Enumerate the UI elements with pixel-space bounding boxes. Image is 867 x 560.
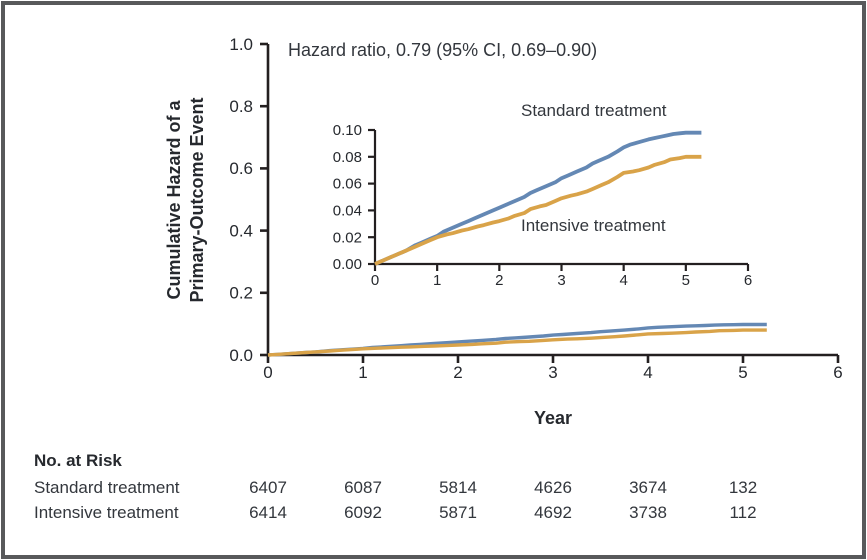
inset-y-tick-label: 0.08 xyxy=(333,149,362,166)
main-x-tick-label: 0 xyxy=(263,363,272,382)
hazard-ratio-annotation: Hazard ratio, 0.79 (95% CI, 0.69–0.90) xyxy=(288,40,598,60)
risk-value: 112 xyxy=(729,503,757,522)
y-axis-title-line1: Cumulative Hazard of a xyxy=(164,100,184,300)
main-y-tick-label: 1.0 xyxy=(229,35,253,54)
inset-x-tick-label: 1 xyxy=(433,272,441,289)
inset-x-tick-label: 6 xyxy=(744,272,752,289)
main-x-tick-label: 2 xyxy=(453,363,462,382)
main-x-tick-label: 6 xyxy=(833,363,842,382)
x-axis-title: Year xyxy=(533,408,573,428)
risk-value: 4626 xyxy=(534,478,572,497)
main-y-tick-label: 0.4 xyxy=(229,221,253,240)
y-axis-title-line2: Primary-Outcome Event xyxy=(187,97,207,303)
inset-y-tick-label: 0.00 xyxy=(333,256,362,273)
risk-row-label-intensive: Intensive treatment xyxy=(34,503,179,522)
main-curve-intensive-treatment xyxy=(267,328,767,357)
y-axis-title: Cumulative Hazard of a Primary-Outcome E… xyxy=(163,60,209,340)
main-x-tick-label: 5 xyxy=(738,363,747,382)
inset-curve-intensive-treatment xyxy=(374,154,702,266)
main-y-tick-label: 0.0 xyxy=(229,346,253,365)
main-y-tick-label: 0.8 xyxy=(229,97,253,116)
risk-row-label-standard: Standard treatment xyxy=(34,478,180,497)
inset-y-tick-label: 0.06 xyxy=(333,176,362,193)
main-y-tick-label: 0.2 xyxy=(229,284,253,303)
inset-y-tick-label: 0.10 xyxy=(333,122,362,139)
main-x-tick-label: 3 xyxy=(548,363,557,382)
main-x-tick-label: 4 xyxy=(643,363,652,382)
risk-value: 6092 xyxy=(344,503,382,522)
main-axes xyxy=(266,44,838,357)
inset-x-tick-label: 4 xyxy=(619,272,627,289)
risk-value: 5871 xyxy=(439,503,477,522)
risk-value: 4692 xyxy=(534,503,572,522)
risk-value: 6407 xyxy=(249,478,287,497)
inset-x-tick-label: 3 xyxy=(557,272,565,289)
inset-y-tick-label: 0.04 xyxy=(333,203,362,220)
risk-value: 3674 xyxy=(629,478,667,497)
inset-y-tick-label: 0.02 xyxy=(333,229,362,246)
main-y-tick-label: 0.6 xyxy=(229,159,253,178)
inset-x-tick-label: 0 xyxy=(371,272,379,289)
risk-value: 132 xyxy=(728,478,758,497)
risk-value: 5814 xyxy=(439,478,477,497)
standard-treatment-curve-label: Standard treatment xyxy=(521,101,667,120)
risk-table-header: No. at Risk xyxy=(34,451,122,470)
risk-value: 6087 xyxy=(344,478,382,497)
main-x-tick-label: 1 xyxy=(358,363,367,382)
risk-value: 3738 xyxy=(629,503,667,522)
inset-x-tick-label: 2 xyxy=(495,272,503,289)
intensive-treatment-curve-label: Intensive treatment xyxy=(521,216,666,235)
risk-value: 6414 xyxy=(249,503,287,522)
inset-x-tick-label: 5 xyxy=(682,272,690,289)
